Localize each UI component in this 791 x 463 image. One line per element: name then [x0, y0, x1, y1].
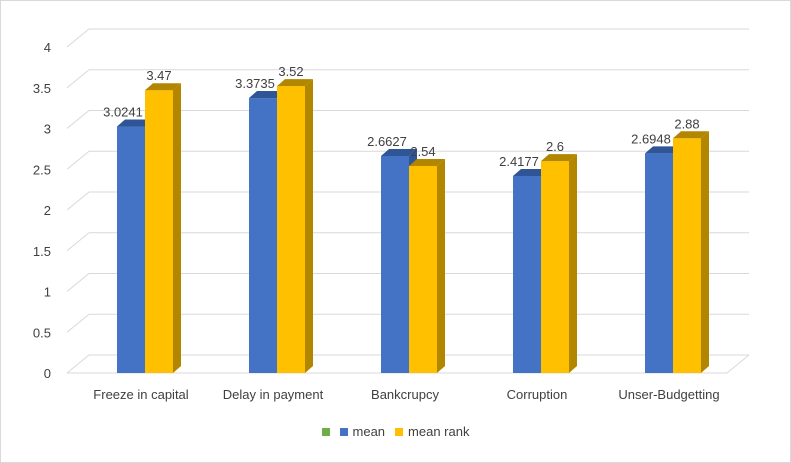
bar-top-mean-3: [513, 168, 549, 176]
bar-mean-rank-3: [541, 161, 569, 373]
bar-top-mean-rank-1: [277, 79, 313, 87]
gridline-side-3: [66, 232, 90, 252]
x-tick-label-4: Unser-Budgetting: [618, 387, 719, 402]
x-tick-label-2: Bankcrupcy: [371, 387, 439, 402]
y-tick-label-4: 2: [44, 203, 51, 218]
gridline-side-0: [66, 354, 90, 374]
bar-side-mean-rank-2: [437, 158, 445, 373]
data-label-mean-rank-2: 2.54: [410, 144, 435, 159]
bar-top-mean-rank-2: [409, 158, 445, 166]
bar-mean-1: [249, 98, 277, 373]
bar-top-mean-rank-3: [541, 154, 577, 162]
data-label-mean-rank-4: 2.88: [674, 116, 699, 131]
bar-side-mean-rank-1: [305, 79, 313, 374]
bar-mean-rank-0: [145, 90, 173, 373]
gridline-side-1: [66, 313, 90, 333]
y-tick-label-5: 2.5: [33, 162, 51, 177]
legend-swatch-mean-rank: [395, 427, 404, 436]
x-tick-label-1: Delay in payment: [223, 387, 324, 402]
data-label-mean-3: 2.4177: [499, 154, 539, 169]
y-tick-label-0: 0: [44, 366, 51, 381]
gridline-side-8: [66, 28, 90, 48]
legend-item-mean: mean: [339, 424, 386, 439]
bar-top-mean-2: [381, 148, 417, 156]
gridline-side-4: [66, 191, 90, 211]
bar-mean-4: [645, 153, 673, 373]
data-label-mean-1: 3.3735: [235, 76, 275, 91]
bar-top-mean-4: [645, 146, 681, 154]
gridline-side-7: [66, 69, 90, 89]
x-tick-label-0: Freeze in capital: [93, 387, 188, 402]
legend-label-mean: mean: [352, 424, 386, 439]
y-tick-label-1: 0.5: [33, 325, 51, 340]
legend-swatch-unnamed: [321, 427, 330, 436]
bar-mean-3: [513, 175, 541, 373]
y-tick-label-7: 3.5: [33, 81, 51, 96]
x-tick-label-3: Corruption: [507, 387, 568, 402]
bar-top-mean-1: [249, 91, 285, 99]
y-tick-label-8: 4: [44, 40, 51, 55]
legend-label-mean-rank: mean rank: [408, 424, 470, 439]
data-label-mean-4: 2.6948: [631, 131, 671, 146]
data-label-mean-0: 3.0241: [103, 105, 143, 120]
legend-swatch-mean: [339, 427, 348, 436]
bar-side-mean-rank-3: [569, 154, 577, 373]
bar-mean-0: [117, 126, 145, 373]
floor-right-edge: [726, 354, 750, 374]
bar-top-mean-rank-4: [673, 131, 709, 139]
bar-side-mean-rank-4: [701, 131, 709, 373]
bar-mean-2: [381, 155, 409, 373]
gridline-side-2: [66, 273, 90, 292]
legend-item-mean-rank: mean rank: [395, 424, 469, 439]
bar-mean-rank-2: [409, 165, 437, 373]
data-label-mean-rank-3: 2.6: [546, 139, 564, 154]
data-label-mean-2: 2.6627: [367, 134, 407, 149]
bar-side-mean-rank-0: [173, 83, 181, 373]
y-tick-label-3: 1.5: [33, 244, 51, 259]
gridline-side-5: [66, 150, 90, 170]
y-tick-label-6: 3: [44, 122, 51, 137]
bar-mean-rank-1: [277, 86, 305, 374]
gridline-side-6: [66, 110, 90, 129]
y-tick-label-2: 1: [44, 285, 51, 300]
bar-mean-rank-4: [673, 138, 701, 373]
bar-top-mean-0: [117, 119, 153, 127]
data-label-mean-rank-0: 3.47: [146, 68, 171, 83]
legend: mean mean rank: [1, 424, 790, 439]
legend-item-unnamed: [321, 427, 330, 436]
bar-top-mean-rank-0: [145, 83, 181, 91]
data-label-mean-rank-1: 3.52: [278, 64, 303, 79]
